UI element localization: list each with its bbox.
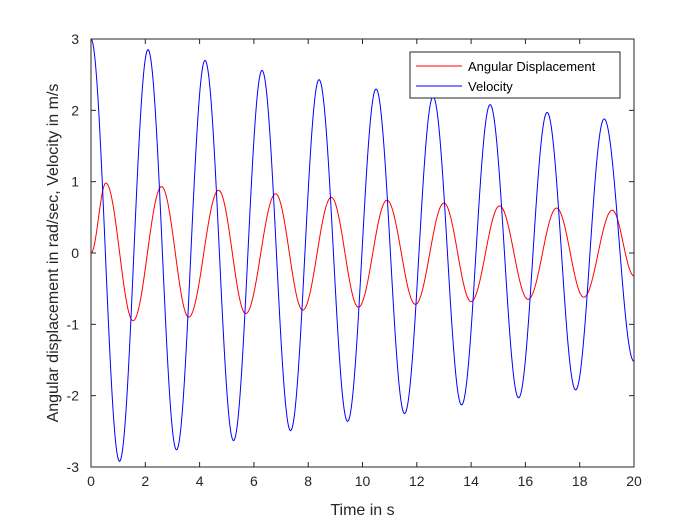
x-tick-label: 10: [355, 473, 371, 489]
y-tick-label: 0: [71, 245, 79, 261]
x-tick-label: 18: [572, 473, 588, 489]
x-axis-label: Time in s: [330, 502, 394, 519]
legend-box: [409, 51, 621, 99]
y-tick-label: -2: [67, 388, 80, 404]
y-tick-label: -1: [67, 316, 80, 332]
x-tick-label: 12: [409, 473, 425, 489]
x-axis: 0 2 4 6 8 10 12 14 16 18 20: [87, 39, 642, 489]
y-tick-label: 2: [71, 102, 79, 118]
y-tick-label: 3: [71, 31, 79, 47]
series-line-velocity: [90, 38, 635, 462]
y-axis-label: Angular displacement in rad/sec, Velocit…: [45, 84, 62, 423]
x-tick-label: 14: [463, 473, 479, 489]
legend: Angular Displacement Velocity: [409, 51, 621, 99]
x-tick-label: 2: [141, 473, 149, 489]
x-tick-label: 6: [250, 473, 258, 489]
legend-label-velocity: Velocity: [468, 79, 513, 94]
x-tick-label: 16: [518, 473, 534, 489]
y-axis: -3 -2 -1 0 1 2 3: [67, 31, 634, 475]
y-tick-label: 1: [71, 174, 79, 190]
y-tick-label: -3: [67, 459, 80, 475]
x-tick-label: 4: [196, 473, 204, 489]
x-tick-label: 20: [626, 473, 642, 489]
legend-label-angular-displacement: Angular Displacement: [468, 59, 596, 74]
x-tick-label: 0: [87, 473, 95, 489]
series-layer: [90, 38, 635, 462]
x-tick-label: 8: [304, 473, 312, 489]
plot-area: [91, 39, 634, 467]
